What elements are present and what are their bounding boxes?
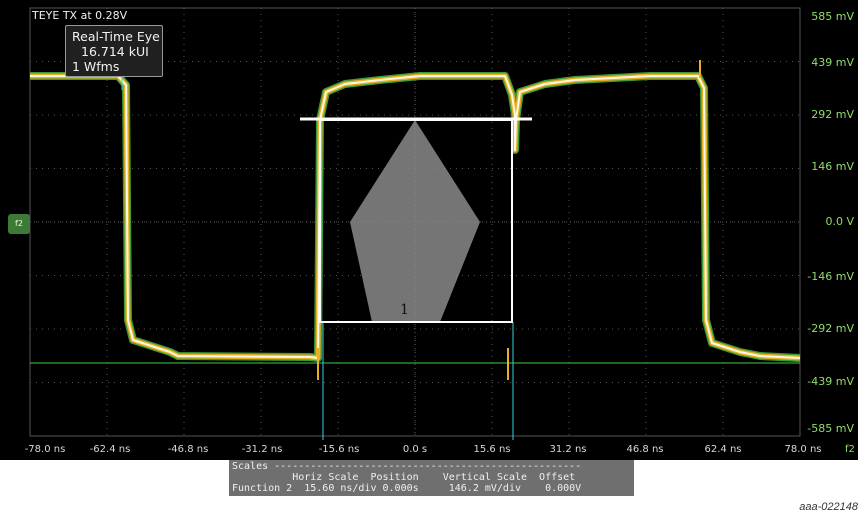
figure-id: aaa-022148	[799, 501, 858, 513]
mask-region-number: 1	[400, 302, 409, 318]
eye-mask-diamond	[350, 120, 480, 322]
scales-columns: Horiz Scale Position Vertical Scale Offs…	[232, 472, 576, 483]
plot-frame	[29, 7, 801, 437]
info-line-mode: Real-Time Eye	[72, 29, 160, 44]
y-tick-label: 292 mV	[811, 108, 854, 121]
waveform-trace-core	[30, 75, 801, 359]
x-axis-channel-label: f2	[845, 444, 855, 455]
y-tick-label: 0.0 V	[825, 215, 854, 228]
x-tick-label: 46.8 ns	[626, 444, 664, 455]
x-tick-label: 0.0 s	[402, 444, 428, 455]
x-tick-label: -46.8 ns	[167, 444, 209, 455]
x-tick-label: -78.0 ns	[24, 444, 66, 455]
y-tick-label: -585 mV	[807, 422, 854, 435]
y-tick-label: 146 mV	[811, 160, 854, 173]
x-tick-label: 62.4 ns	[704, 444, 742, 455]
x-tick-label: 78.0 ns	[784, 444, 822, 455]
x-tick-label: -62.4 ns	[89, 444, 131, 455]
y-tick-label: 585 mV	[811, 10, 854, 23]
scales-panel: Scales ---------------------------------…	[229, 460, 634, 496]
scope-title: TEYE TX at 0.28V	[32, 9, 128, 22]
y-tick-label: -292 mV	[807, 322, 854, 335]
y-tick-label: -146 mV	[807, 270, 854, 283]
scales-header: Scales ---------------------------------…	[232, 461, 582, 472]
eye-info-box: Real-Time Eye 16.714 kUI 1 Wfms	[65, 25, 163, 77]
y-tick-label: 439 mV	[811, 56, 854, 69]
reference-level-marker[interactable]: f2	[8, 214, 30, 234]
x-tick-label: 15.6 ns	[473, 444, 511, 455]
x-tick-label: 31.2 ns	[549, 444, 587, 455]
info-line-ui-count: 16.714 kUI	[81, 44, 149, 59]
scope-display: TEYE TX at 0.28V Real-Time Eye 16.714 kU…	[0, 0, 858, 460]
y-tick-label: -439 mV	[807, 375, 854, 388]
waveform-plot	[29, 7, 801, 440]
x-tick-label: -15.6 ns	[318, 444, 360, 455]
info-line-waveforms: 1 Wfms	[72, 59, 120, 74]
x-tick-label: -31.2 ns	[241, 444, 283, 455]
scales-row-function-2: Function 2 15.60 ns/div 0.000s 146.2 mV/…	[232, 483, 582, 494]
